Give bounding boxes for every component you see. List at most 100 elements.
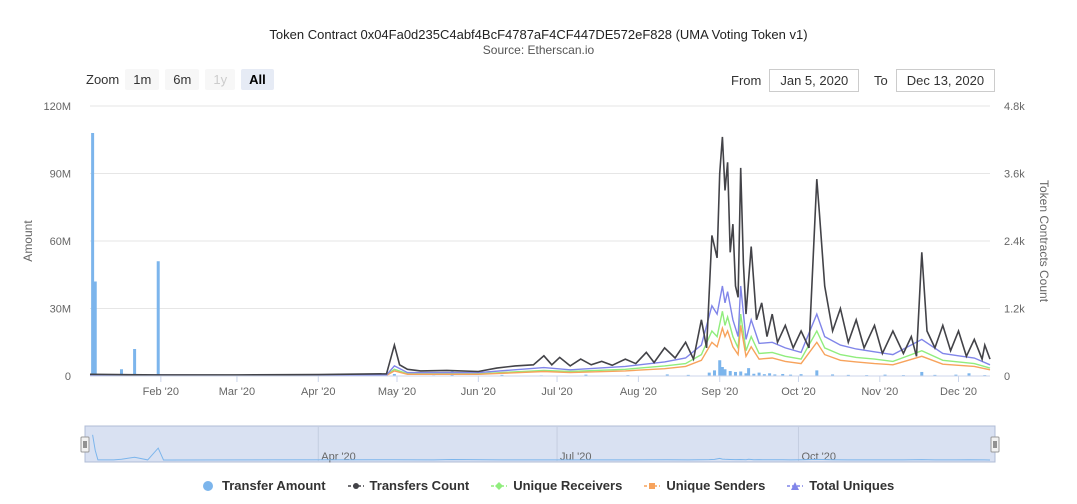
x-tick-label: Jul '20 [541,386,572,398]
transfer-amount-bar [846,374,850,376]
legend-label: Transfer Amount [222,478,326,493]
zoom-1m-button[interactable]: 1m [125,69,160,90]
circle-icon [203,480,213,491]
y-right-tick-label: 1.2k [1004,304,1025,316]
y-left-tick-label: 0 [65,371,71,383]
transfer-amount-bar [707,372,711,376]
navigator-tick-label: Oct '20 [801,451,836,463]
x-tick-label: Aug '20 [620,386,657,398]
y-left-axis-title: Amount [21,220,35,262]
transfer-amount-bar [933,374,937,376]
transfer-amount-bar [762,374,766,376]
x-tick-label: Apr '20 [301,386,336,398]
legend-item-unique-receivers[interactable]: Unique Receivers [491,478,622,493]
series-lines [89,136,991,377]
transfer-amount-bar [744,373,748,376]
zoom-label: Zoom [86,72,120,87]
line-circle-icon [347,482,364,489]
legend-item-unique-senders[interactable]: Unique Senders [644,478,765,493]
transfer-amount-bar [747,368,751,376]
zoom-all-button[interactable]: All [241,69,274,90]
navigator-left-handle[interactable] [80,436,90,453]
transfer-amount-bar [686,374,690,376]
transfer-amount-bar [739,371,743,376]
zoom-controls: Zoom 1m 6m 1y All [86,69,280,90]
navigator-series [92,434,991,461]
handle-body [80,436,90,453]
legend-label: Transfers Count [369,478,470,493]
to-date-input[interactable]: Dec 13, 2020 [895,69,996,92]
chart-title: Token Contract 0x04Fa0d235C4abf4BcF4787a… [269,27,808,42]
transfer-amount-bar [718,360,722,376]
line-triangle-icon [787,481,804,490]
zoom-6m-button[interactable]: 6m [165,69,200,90]
transfer-amount-bar [789,374,793,376]
axes: 0 0 30M 1.2k 60M 2.4k 90M 3.6k 120M 4.8k Feb '20 Ma… [21,101,1051,398]
gridlines [90,105,990,377]
transfer-amount-bar [781,373,785,376]
x-tick-label: Feb '20 [143,386,179,398]
transfer-amount-bar [757,372,761,376]
from-label: From [731,73,762,88]
transfer-amount-bar [752,373,756,376]
transfer-amount-bar [91,133,95,376]
x-tick-label: Sep '20 [701,386,738,398]
transfer-amount-bar [119,369,123,376]
transfer-amount-bar [392,373,396,376]
x-tick-label: Nov '20 [861,386,898,398]
legend-label: Unique Receivers [513,478,623,493]
legend-item-transfer-amount[interactable]: Transfer Amount [200,478,326,493]
y-right-tick-label: 3.6k [1004,169,1025,181]
y-left-tick-label: 90M [50,169,71,181]
handle-body [990,436,1000,453]
transfers-count-line [89,136,991,376]
transfer-amount-bar [156,261,160,376]
line-square-icon [644,482,661,489]
navigator[interactable]: Apr '20 Jul '20 Oct '20 [80,425,1000,463]
transfer-amount-bar [500,374,504,376]
to-range: To Dec 13, 2020 [874,69,996,92]
legend: Transfer Amount Transfers Count Unique R… [200,478,916,493]
chart-subtitle: Source: Etherscan.io [482,43,595,57]
y-right-tick-label: 0 [1004,371,1010,383]
transfer-amount-bar [920,371,924,376]
transfer-amount-bar [883,374,887,376]
zoom-1y-button[interactable]: 1y [205,69,236,90]
transfer-amount-bar [768,373,772,376]
y-right-axis-title: Token Contracts Count [1037,180,1051,303]
legend-item-transfers-count[interactable]: Transfers Count [347,478,470,493]
line-diamond-icon [491,481,508,490]
y-left-tick-label: 30M [50,304,71,316]
unique-senders-line [89,325,991,377]
transfer-amount-bar [954,374,958,376]
x-tick-label: Jun '20 [461,386,496,398]
transfer-amount-bar [728,371,732,376]
x-tick-label: Oct '20 [781,386,816,398]
transfer-amount-bar [712,370,716,376]
navigator-window [84,425,996,463]
navigator-tick-label: Jul '20 [560,451,591,463]
transfer-amount-bar [733,371,737,376]
y-right-tick-label: 2.4k [1004,236,1025,248]
transfer-amount-bar [799,374,803,376]
legend-label: Total Uniques [809,478,895,493]
from-date-input[interactable]: Jan 5, 2020 [769,69,860,92]
to-label: To [874,73,888,88]
legend-label: Unique Senders [666,478,766,493]
transfer-amount-bar [967,373,971,376]
y-left-tick-label: 60M [50,236,71,248]
x-tick-label: Mar '20 [219,386,255,398]
legend-item-total-uniques[interactable]: Total Uniques [787,478,894,493]
transfer-amount-bar [133,349,137,376]
total-uniques-line [89,285,991,376]
navigator-tick-label: Apr '20 [321,451,356,463]
x-tick-label: Dec '20 [940,386,977,398]
from-range: From Jan 5, 2020 [731,69,860,92]
navigator-right-handle[interactable] [990,436,1000,453]
transfer-amount-bar [815,370,819,376]
transfer-amount-bar [773,374,777,376]
transfer-amount-bar [720,367,724,376]
x-tick-label: May '20 [378,386,416,398]
transfer-amount-bar [584,374,588,376]
